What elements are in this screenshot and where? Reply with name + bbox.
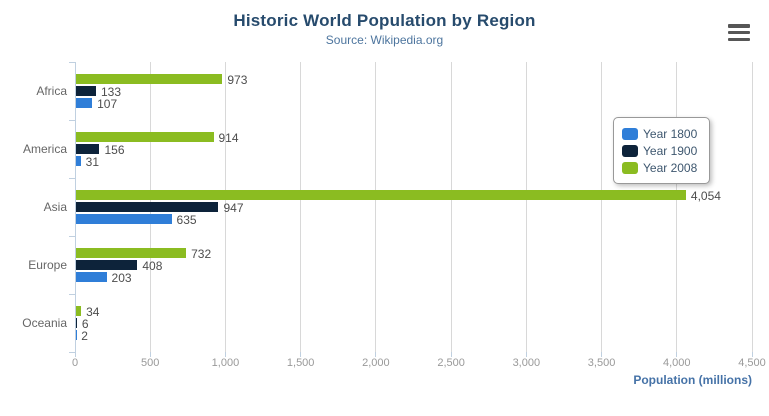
x-axis-tick-label: 1,500 <box>286 357 315 369</box>
data-label-africa-year-1900: 133 <box>101 85 122 99</box>
gridline <box>751 62 753 352</box>
legend-label: Year 1800 <box>643 126 698 141</box>
hamburger-menu-icon <box>728 37 750 41</box>
export-menu-button[interactable] <box>728 24 750 41</box>
data-label-asia-year-1800: 635 <box>176 213 197 227</box>
gridline <box>224 62 226 352</box>
x-axis-tick <box>375 352 377 357</box>
legend-item-year-1900[interactable]: Year 1900 <box>622 142 697 159</box>
bar-america-year-2008[interactable] <box>76 132 214 142</box>
data-label-oceania-year-1800: 2 <box>81 329 88 343</box>
bar-europe-year-1900[interactable] <box>76 260 138 270</box>
category-label-america: America <box>22 142 67 156</box>
y-axis-tick <box>69 236 75 237</box>
gridline <box>375 62 377 352</box>
hamburger-menu-icon <box>728 24 750 28</box>
legend-item-year-1800[interactable]: Year 1800 <box>622 125 697 142</box>
legend: Year 1800 Year 1900 Year 2008 <box>613 117 711 184</box>
bar-america-year-1800[interactable] <box>76 156 81 166</box>
y-axis-tick <box>69 352 75 353</box>
data-label-europe-year-1900: 408 <box>142 259 163 273</box>
x-axis-tick <box>525 352 527 357</box>
data-label-oceania-year-2008: 34 <box>86 305 100 319</box>
y-axis-tick <box>69 62 75 63</box>
data-label-america-year-2008: 914 <box>218 131 239 145</box>
data-label-europe-year-2008: 732 <box>191 247 212 261</box>
gridline <box>450 62 452 352</box>
bar-europe-year-1800[interactable] <box>76 272 107 282</box>
x-axis-tick-label: 2,500 <box>437 357 465 369</box>
y-axis-tick <box>69 294 75 295</box>
category-label-asia: Asia <box>43 200 67 214</box>
x-axis-tick <box>751 352 753 357</box>
bar-asia-year-2008[interactable] <box>76 190 686 200</box>
bar-europe-year-2008[interactable] <box>76 248 187 258</box>
x-axis-tick-label: 0 <box>71 357 79 369</box>
chart-title: Historic World Population by Region <box>233 11 536 30</box>
x-axis-tick <box>601 352 603 357</box>
y-axis-tick <box>69 178 75 179</box>
data-label-oceania-year-1900: 6 <box>81 317 89 331</box>
category-label-oceania: Oceania <box>22 316 67 330</box>
x-axis-title: Population (millions) <box>633 373 752 387</box>
plot-area: 973 133 107 914 156 31 4,054 947 635 732 408 203 34 6… <box>75 62 753 352</box>
legend-swatch-year-1800 <box>622 127 638 140</box>
y-axis-tick <box>69 120 75 121</box>
x-axis-tick-label: 4,500 <box>738 357 766 369</box>
chart-subtitle: Source: Wikipedia.org <box>325 33 444 47</box>
x-axis-tick-label: 4,000 <box>663 357 691 369</box>
legend-item-year-2008[interactable]: Year 2008 <box>622 159 697 176</box>
data-label-asia-year-1900: 947 <box>223 201 244 215</box>
bar-africa-year-1800[interactable] <box>76 98 93 108</box>
hamburger-menu-icon <box>728 30 750 35</box>
legend-swatch-year-1900 <box>622 144 638 157</box>
x-axis-tick <box>149 352 151 357</box>
bar-africa-year-1900[interactable] <box>76 86 96 96</box>
legend-swatch-year-2008 <box>622 161 638 174</box>
data-label-europe-year-1800: 203 <box>111 271 132 285</box>
x-axis-tick-label: 3,000 <box>512 357 541 369</box>
gridline <box>601 62 603 352</box>
data-label-america-year-1800: 31 <box>85 155 100 169</box>
x-axis-tick <box>300 352 302 357</box>
x-axis-tick-label: 1,000 <box>211 357 240 369</box>
gridline <box>525 62 527 352</box>
bar-oceania-year-2008[interactable] <box>76 306 82 316</box>
x-axis-tick-label: 3,500 <box>587 357 616 369</box>
bar-africa-year-2008[interactable] <box>76 74 223 84</box>
category-label-europe: Europe <box>28 258 67 272</box>
x-axis-tick <box>450 352 452 357</box>
legend-label: Year 2008 <box>643 160 698 175</box>
gridline <box>300 62 302 352</box>
legend-label: Year 1900 <box>643 143 698 158</box>
x-axis-tick <box>224 352 226 357</box>
bar-asia-year-1900[interactable] <box>76 202 219 212</box>
data-label-africa-year-2008: 973 <box>227 73 248 87</box>
bar-america-year-1900[interactable] <box>76 144 100 154</box>
bar-asia-year-1800[interactable] <box>76 214 172 224</box>
category-axis-line <box>75 62 76 357</box>
data-label-america-year-1900: 156 <box>104 143 125 157</box>
x-axis-tick-label: 2,000 <box>362 357 390 369</box>
data-label-asia-year-2008: 4,054 <box>690 189 721 203</box>
x-axis-tick <box>676 352 678 357</box>
x-axis-tick-label: 500 <box>141 357 160 369</box>
bar-oceania-year-1900[interactable] <box>76 318 77 328</box>
data-label-africa-year-1800: 107 <box>97 97 118 111</box>
category-label-africa: Africa <box>36 84 67 98</box>
gridline <box>676 62 678 352</box>
